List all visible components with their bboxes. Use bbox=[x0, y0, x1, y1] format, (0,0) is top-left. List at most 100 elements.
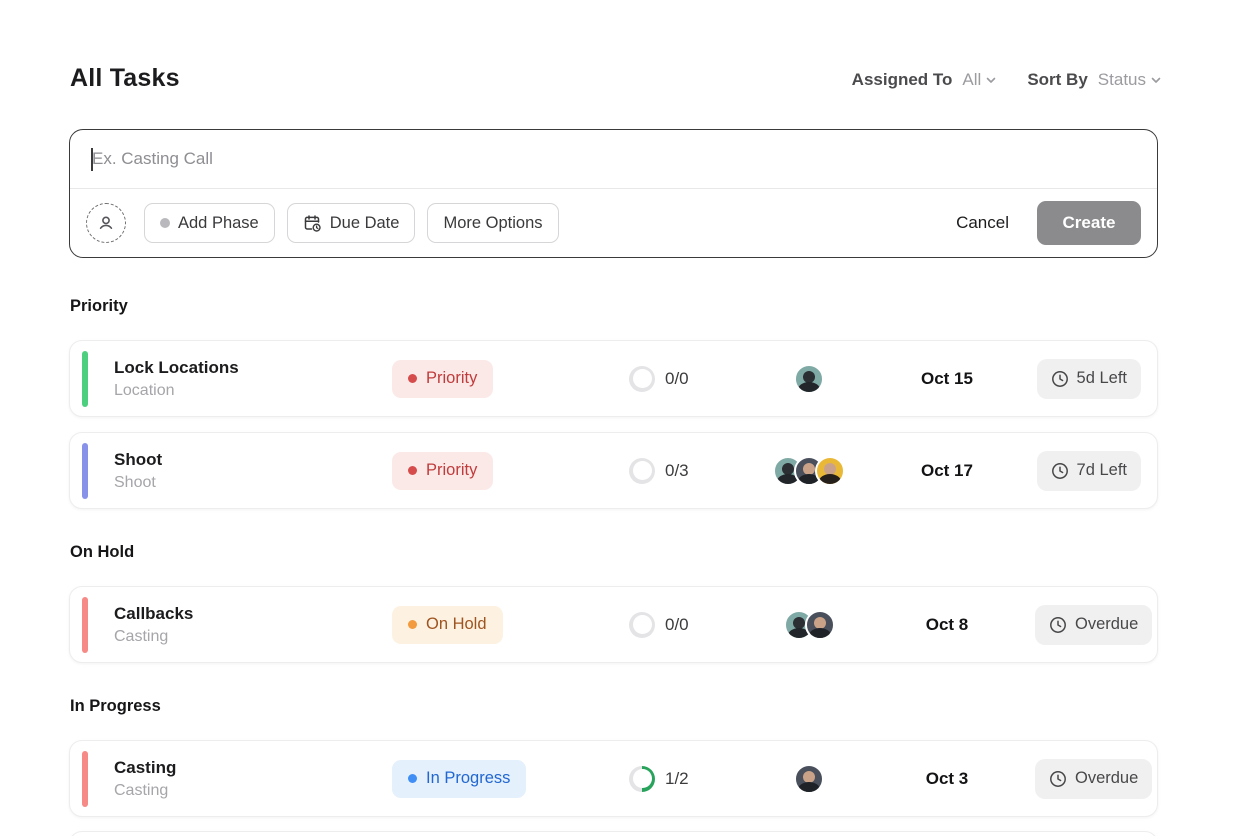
status-badge: In Progress bbox=[392, 759, 527, 798]
progress-count: 0/3 bbox=[665, 460, 689, 480]
status-dot-icon bbox=[408, 374, 417, 383]
sort-by-dropdown[interactable]: Status bbox=[1098, 70, 1162, 90]
task-title: Casting bbox=[114, 757, 177, 777]
calendar-clock-icon bbox=[304, 214, 321, 232]
due-date: Oct 3 bbox=[925, 768, 969, 788]
time-left-chip: Overdue bbox=[1035, 604, 1153, 645]
status-label: Priority bbox=[426, 461, 478, 479]
clock-icon bbox=[1050, 770, 1066, 787]
status-label: On Hold bbox=[426, 615, 487, 633]
cancel-button[interactable]: Cancel bbox=[956, 213, 1009, 232]
status-dot-icon bbox=[408, 466, 417, 475]
task-subtitle: Shoot bbox=[114, 473, 156, 491]
progress-cell: 0/3 bbox=[629, 457, 759, 484]
section-label-on-hold: On Hold bbox=[70, 543, 135, 561]
accent-bar bbox=[82, 750, 88, 807]
assignee-avatars bbox=[759, 763, 859, 794]
phase-dot-icon bbox=[160, 218, 170, 228]
composer-toolbar: Add Phase Due Date More Options Cancel C… bbox=[70, 189, 1157, 257]
assign-user-button[interactable] bbox=[86, 203, 126, 243]
task-subtitle: Casting bbox=[114, 781, 169, 799]
create-button[interactable]: Create bbox=[1037, 201, 1141, 245]
accent-bar bbox=[82, 596, 88, 653]
new-task-composer: Add Phase Due Date More Options Cancel C… bbox=[69, 129, 1158, 258]
avatar-woman-dark bbox=[804, 609, 835, 640]
status-label: In Progress bbox=[426, 769, 511, 787]
more-options-button[interactable]: More Options bbox=[427, 203, 559, 243]
due-date: Oct 17 bbox=[921, 460, 973, 480]
assign-user-icon bbox=[99, 216, 113, 229]
avatar-man-teal bbox=[794, 363, 824, 394]
time-left-label: 5d Left bbox=[1076, 369, 1127, 387]
due-date: Oct 8 bbox=[925, 614, 969, 634]
avatar-woman-yellow bbox=[815, 455, 845, 486]
progress-count: 0/0 bbox=[665, 614, 689, 634]
progress-count: 0/0 bbox=[665, 368, 689, 388]
progress-ring-icon bbox=[629, 765, 655, 792]
task-title-cell: Lock Locations Location bbox=[82, 350, 392, 407]
progress-ring-icon bbox=[629, 457, 655, 484]
add-phase-label: Add Phase bbox=[178, 213, 259, 232]
progress-cell: 0/0 bbox=[629, 365, 759, 392]
header-controls: Assigned To All Sort By Status bbox=[852, 70, 1162, 90]
progress-cell: 1/2 bbox=[629, 765, 759, 792]
status-badge: Priority bbox=[392, 451, 494, 490]
task-row-shoot[interactable]: Shoot Shoot Priority 0/3 Oct 17 7d Left bbox=[69, 432, 1158, 509]
status-label: Priority bbox=[426, 369, 478, 387]
status-dot-icon bbox=[408, 774, 417, 783]
time-left-label: Overdue bbox=[1075, 769, 1139, 787]
task-title: Lock Locations bbox=[114, 357, 239, 377]
time-left-chip: 5d Left bbox=[1036, 358, 1141, 399]
status-badge: On Hold bbox=[392, 605, 503, 644]
add-phase-button[interactable]: Add Phase bbox=[144, 203, 275, 243]
section-label-in-progress: In Progress bbox=[70, 697, 161, 715]
task-title: Callbacks bbox=[114, 603, 194, 623]
avatar-woman-dark bbox=[794, 763, 824, 794]
chevron-down-icon bbox=[987, 77, 996, 83]
progress-ring-icon bbox=[629, 365, 655, 392]
task-title-cell: Callbacks Casting bbox=[82, 596, 392, 653]
task-row-partial[interactable] bbox=[69, 831, 1158, 836]
status-badge: Priority bbox=[392, 359, 494, 398]
task-subtitle: Location bbox=[114, 381, 175, 399]
task-title-cell: Shoot Shoot bbox=[82, 442, 392, 499]
sort-by-label: Sort By bbox=[1027, 70, 1088, 89]
due-date-label: Due Date bbox=[329, 213, 400, 232]
clock-icon bbox=[1050, 616, 1066, 633]
task-subtitle: Casting bbox=[114, 627, 169, 645]
task-row-lock-locations[interactable]: Lock Locations Location Priority 0/0 Oct… bbox=[69, 340, 1158, 417]
assignee-avatars bbox=[759, 455, 859, 486]
chevron-down-icon bbox=[1151, 77, 1161, 83]
assignee-avatars bbox=[759, 609, 859, 640]
status-dot-icon bbox=[408, 620, 417, 629]
time-left-label: Overdue bbox=[1075, 615, 1139, 633]
clock-icon bbox=[1051, 370, 1068, 387]
due-date-button[interactable]: Due Date bbox=[286, 203, 416, 243]
task-name-input-row bbox=[70, 130, 1157, 189]
more-options-label: More Options bbox=[443, 213, 543, 232]
progress-ring-icon bbox=[629, 611, 655, 638]
accent-bar bbox=[82, 350, 88, 407]
time-left-chip: Overdue bbox=[1035, 758, 1153, 799]
task-name-input[interactable] bbox=[92, 149, 1135, 169]
progress-cell: 0/0 bbox=[629, 611, 759, 638]
page-title: All Tasks bbox=[70, 64, 180, 92]
time-left-chip: 7d Left bbox=[1036, 450, 1141, 491]
task-title-cell: Casting Casting bbox=[82, 750, 392, 807]
due-date: Oct 15 bbox=[921, 368, 973, 388]
accent-bar bbox=[82, 442, 88, 499]
section-label-priority: Priority bbox=[70, 297, 128, 315]
task-title: Shoot bbox=[114, 449, 163, 469]
time-left-label: 7d Left bbox=[1076, 461, 1127, 479]
assigned-to-dropdown[interactable]: All bbox=[962, 70, 997, 90]
task-row-casting[interactable]: Casting Casting In Progress 1/2 Oct 3 Ov… bbox=[69, 740, 1158, 817]
text-caret bbox=[91, 148, 93, 171]
progress-count: 1/2 bbox=[665, 768, 689, 788]
assigned-to-value: All bbox=[962, 70, 982, 89]
assignee-avatars bbox=[759, 363, 859, 394]
sort-by-value: Status bbox=[1097, 70, 1146, 89]
clock-icon bbox=[1051, 462, 1068, 479]
assigned-to-label: Assigned To bbox=[851, 70, 953, 89]
task-row-callbacks[interactable]: Callbacks Casting On Hold 0/0 Oct 8 Over… bbox=[69, 586, 1158, 663]
